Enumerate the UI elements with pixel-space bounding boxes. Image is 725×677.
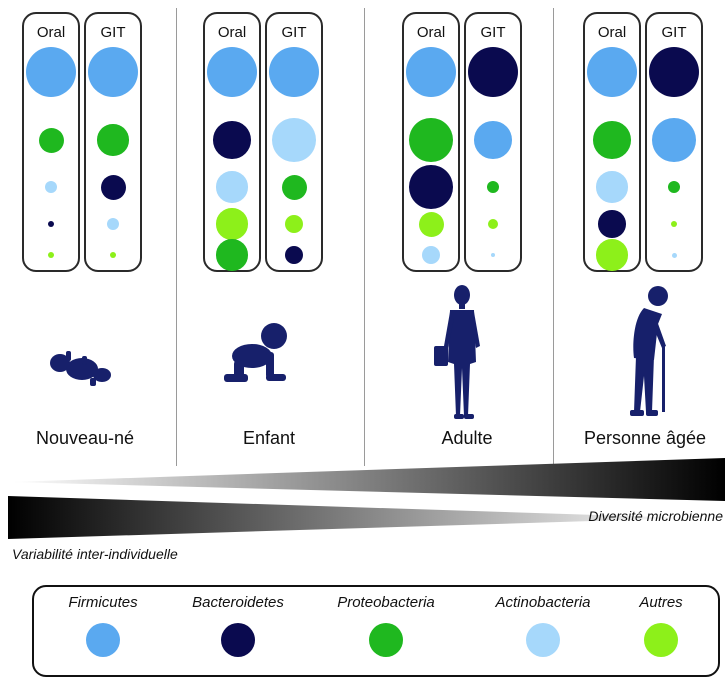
- actinobacteria-dot: [421, 245, 441, 265]
- bacteroidetes-dot: [47, 220, 55, 228]
- firmicutes-dot: [587, 47, 637, 97]
- oral-label: Oral: [416, 24, 446, 41]
- panel-oral-stage-1: [22, 12, 80, 272]
- git-label: GIT: [480, 24, 506, 41]
- autres-dot: [488, 219, 498, 229]
- stage-label-newborn: Nouveau-né: [35, 428, 135, 448]
- autres-dot: [418, 211, 444, 237]
- panel-oral-stage-4: [583, 12, 641, 272]
- autres-dot: [670, 220, 678, 228]
- git-label: GIT: [281, 24, 307, 41]
- legend-swatch-firmicutes: [86, 623, 120, 657]
- variability-caption: Variabilité inter-individuelle: [12, 546, 178, 562]
- legend-label-bacteroidetes: Bacteroidetes: [192, 594, 284, 611]
- proteobacteria-dot: [593, 121, 631, 159]
- variability-gradient: [8, 496, 690, 539]
- panel-oral-stage-3: [402, 12, 460, 272]
- actinobacteria-dot: [671, 252, 677, 258]
- actinobacteria-dot: [44, 180, 58, 194]
- actinobacteria-dot: [216, 171, 248, 203]
- actinobacteria-dot: [596, 171, 628, 203]
- panel-oral-stage-2: [203, 12, 261, 272]
- proteobacteria-dot: [97, 124, 129, 156]
- autres-dot: [109, 251, 117, 259]
- oral-label: Oral: [217, 24, 247, 41]
- firmicutes-dot: [269, 47, 319, 97]
- panel-git-stage-4: [645, 12, 703, 272]
- proteobacteria-dot: [38, 127, 64, 153]
- actinobacteria-dot: [491, 253, 495, 257]
- actinobacteria-dot: [272, 118, 316, 162]
- diversity-gradient: [10, 458, 725, 501]
- firmicutes-dot: [207, 47, 257, 97]
- bacteroidetes-dot: [409, 165, 453, 209]
- panel-git-stage-3: [464, 12, 522, 272]
- firmicutes-dot: [88, 47, 138, 97]
- stage-label-child: Enfant: [242, 428, 296, 448]
- stage-label-elderly: Personne âgée: [583, 428, 707, 448]
- bacteroidetes-dot: [468, 47, 518, 97]
- legend-swatch-bacteroidetes: [221, 623, 255, 657]
- proteobacteria-dot: [486, 180, 500, 194]
- actinobacteria-dot: [106, 217, 120, 231]
- proteobacteria-dot: [281, 174, 307, 200]
- crawling-child-icon: [224, 323, 287, 382]
- firmicutes-dot: [474, 121, 512, 159]
- autres-dot: [596, 239, 628, 271]
- oral-label: Oral: [597, 24, 627, 41]
- panel-git-stage-2: [265, 12, 323, 272]
- newborn-icon: [50, 351, 111, 386]
- legend-swatch-proteobacteria: [369, 623, 403, 657]
- legend-label-proteobacteria: Proteobacteria: [337, 594, 435, 611]
- legend-swatch-actinobacteria: [526, 623, 560, 657]
- proteobacteria-dot: [409, 118, 453, 162]
- proteobacteria-dot: [667, 180, 681, 194]
- separator-3: [553, 8, 554, 466]
- stage-label-adult: Adulte: [441, 428, 493, 448]
- autres-dot: [284, 214, 304, 234]
- bacteroidetes-dot: [100, 174, 126, 200]
- diversity-caption: Diversité microbienne: [588, 508, 723, 524]
- proteobacteria-dot: [216, 239, 248, 271]
- bacteroidetes-dot: [649, 47, 699, 97]
- bacteroidetes-dot: [284, 245, 304, 265]
- legend-swatch-autres: [644, 623, 678, 657]
- firmicutes-dot: [26, 47, 76, 97]
- firmicutes-dot: [652, 118, 696, 162]
- autres-dot: [47, 251, 55, 259]
- git-label: GIT: [661, 24, 687, 41]
- separator-2: [364, 8, 365, 466]
- oral-label: Oral: [36, 24, 66, 41]
- bacteroidetes-dot: [598, 210, 626, 238]
- separator-1: [176, 8, 177, 466]
- elderly-person-icon: [630, 286, 668, 416]
- git-label: GIT: [100, 24, 126, 41]
- legend-label-actinobacteria: Actinobacteria: [495, 594, 591, 611]
- firmicutes-dot: [406, 47, 456, 97]
- panel-git-stage-1: [84, 12, 142, 272]
- bacteroidetes-dot: [213, 121, 251, 159]
- legend-label-autres: Autres: [639, 594, 683, 611]
- legend-label-firmicutes: Firmicutes: [68, 594, 138, 611]
- adult-woman-icon: [434, 285, 480, 419]
- autres-dot: [216, 208, 248, 240]
